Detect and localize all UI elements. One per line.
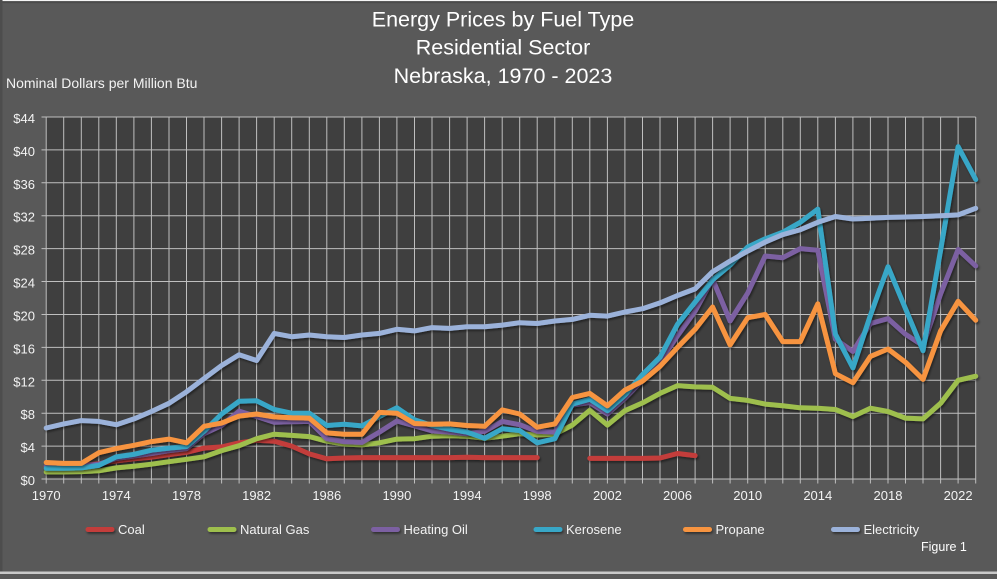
svg-text:1998: 1998 xyxy=(523,488,552,503)
svg-text:1986: 1986 xyxy=(312,488,341,503)
svg-text:1990: 1990 xyxy=(382,488,411,503)
svg-text:Propane: Propane xyxy=(716,522,765,537)
svg-text:Figure 1: Figure 1 xyxy=(921,540,967,554)
svg-text:2002: 2002 xyxy=(593,488,622,503)
svg-text:$24: $24 xyxy=(13,276,35,291)
svg-text:Kerosene: Kerosene xyxy=(566,522,622,537)
svg-text:$44: $44 xyxy=(13,111,35,126)
svg-text:1970: 1970 xyxy=(32,488,61,503)
svg-text:Coal: Coal xyxy=(118,522,145,537)
svg-text:1982: 1982 xyxy=(242,488,271,503)
svg-text:2022: 2022 xyxy=(944,488,973,503)
svg-text:$4: $4 xyxy=(21,440,35,455)
svg-text:Natural Gas: Natural Gas xyxy=(240,522,310,537)
svg-text:$32: $32 xyxy=(13,210,35,225)
svg-text:Heating Oil: Heating Oil xyxy=(404,522,468,537)
svg-text:2018: 2018 xyxy=(874,488,903,503)
svg-text:1974: 1974 xyxy=(102,488,131,503)
svg-text:$8: $8 xyxy=(21,407,35,422)
svg-text:$28: $28 xyxy=(13,243,35,258)
svg-text:Nebraska, 1970 - 2023: Nebraska, 1970 - 2023 xyxy=(394,64,613,88)
svg-text:$40: $40 xyxy=(13,144,35,159)
svg-text:2014: 2014 xyxy=(803,488,832,503)
svg-text:Nominal Dollars per Million Bt: Nominal Dollars per Million Btu xyxy=(6,75,197,91)
svg-text:2010: 2010 xyxy=(733,488,762,503)
svg-text:Energy Prices by Fuel Type: Energy Prices by Fuel Type xyxy=(372,8,635,32)
svg-text:Residential Sector: Residential Sector xyxy=(416,36,590,60)
svg-text:$12: $12 xyxy=(13,374,35,389)
svg-text:Electricity: Electricity xyxy=(864,522,920,537)
svg-text:1978: 1978 xyxy=(172,488,201,503)
svg-text:2006: 2006 xyxy=(663,488,692,503)
svg-text:1994: 1994 xyxy=(453,488,482,503)
svg-text:$36: $36 xyxy=(13,177,35,192)
svg-text:$16: $16 xyxy=(13,341,35,356)
svg-text:$20: $20 xyxy=(13,309,35,324)
svg-text:$0: $0 xyxy=(21,473,35,488)
